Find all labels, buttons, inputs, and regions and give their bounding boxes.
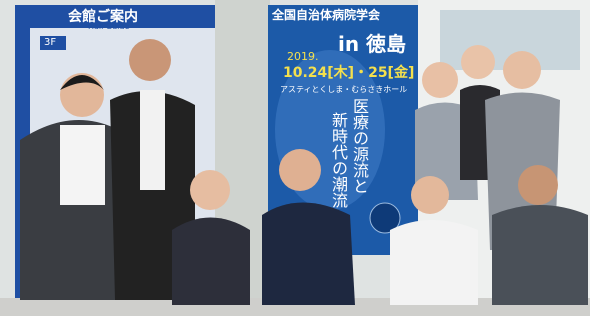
- person-head: [518, 165, 558, 205]
- sign-floor: 3F: [44, 37, 56, 48]
- person-shirt: [140, 90, 165, 190]
- photo-drawing: [0, 0, 590, 316]
- person-head: [461, 45, 495, 79]
- person-body: [172, 218, 250, 306]
- person-body: [492, 205, 588, 305]
- person-head: [190, 170, 230, 210]
- photo: 会館ご案内 Hall Guide 3F 全国自治体病院学会 2019. in 徳…: [0, 0, 590, 316]
- poster-venue: アスティとくしま・むらさきホール: [280, 84, 407, 95]
- person-head: [411, 176, 449, 214]
- person-body: [390, 220, 478, 305]
- poster-title: 全国自治体病院学会: [272, 6, 380, 23]
- person-head: [422, 62, 458, 98]
- poster-dates: 10.24[木]・25[金]: [283, 62, 414, 82]
- person-head: [503, 51, 541, 89]
- person-head: [279, 149, 321, 191]
- person-head: [129, 39, 171, 81]
- person-shirt: [60, 125, 105, 205]
- poster-theme: 医療の源流と: [347, 98, 371, 194]
- poster-location: in 徳島: [338, 28, 406, 57]
- sign-subtitle: Hall Guide: [88, 22, 129, 31]
- poster-theme: 新時代の潮流: [326, 112, 350, 208]
- person-body: [262, 203, 355, 306]
